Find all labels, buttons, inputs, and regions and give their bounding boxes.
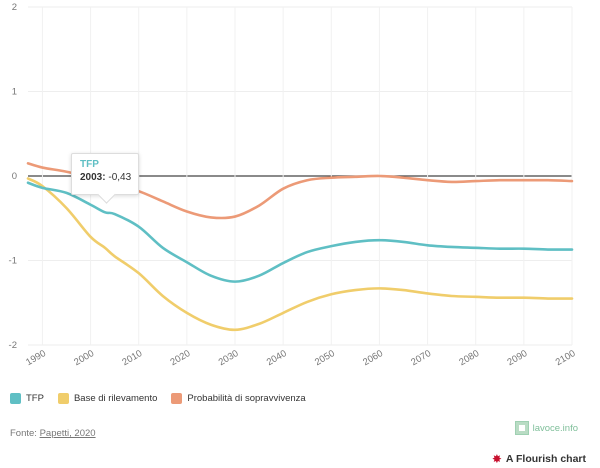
lavoce-logo-icon [514, 421, 529, 435]
legend-swatch-prob [171, 393, 183, 404]
x-tick-label-2: 2010 [120, 348, 144, 368]
tooltip-value: -0,43 [108, 172, 132, 183]
legend-swatch-base [57, 393, 69, 404]
source-note: Fonte: Papetti, 2020 [10, 428, 96, 439]
lavoce-logo-text: lavoce.info [532, 422, 578, 434]
y-tick-label-3: -1 [9, 256, 17, 267]
x-tick-label-9: 2080 [457, 348, 481, 368]
x-tick-label-11: 2100 [554, 348, 578, 368]
y-axis-ticks: 2 1 0 -1 -2 [9, 2, 17, 351]
flourish-credit[interactable]: ✸ A Flourish chart [492, 453, 586, 465]
x-tick-label-3: 2020 [169, 348, 193, 368]
source-link[interactable]: Papetti, 2020 [39, 428, 96, 439]
x-tick-label-4: 2030 [217, 348, 241, 368]
tooltip-value-line: 2003: -0,43 [80, 172, 132, 183]
legend-label-prob: Probabilità di sopravvivenza [187, 393, 306, 404]
x-tick-label-7: 2060 [361, 348, 385, 368]
tooltip-series: TFP [80, 159, 99, 170]
x-tick-label-1: 2000 [72, 348, 96, 368]
x-tick-label-8: 2070 [409, 348, 433, 368]
source-prefix: Fonte: [10, 428, 40, 439]
series-line-0[interactable] [26, 181, 574, 283]
series-line-1[interactable] [26, 177, 574, 332]
legend-item-tfp[interactable]: TFP [10, 393, 44, 404]
lavoce-logo[interactable]: lavoce.info [514, 421, 578, 435]
y-tick-label-1: 1 [12, 87, 17, 98]
x-tick-label-10: 2090 [506, 348, 530, 368]
tooltip-year: 2003: [80, 172, 106, 183]
y-tick-label-0: 2 [12, 2, 17, 13]
legend-item-prob[interactable]: Probabilità di sopravvivenza [171, 393, 306, 404]
legend-swatch-tfp [10, 393, 21, 404]
x-axis-ticks: 1990 2000 2010 2020 2030 2040 2050 2060 2070 2080… [24, 348, 577, 368]
legend-item-base[interactable]: Base di rilevamento [57, 393, 158, 404]
flourish-star-icon: ✸ [491, 452, 502, 466]
tooltip: TFP 2003: -0,43 [71, 153, 139, 204]
flourish-credit-text: A Flourish chart [505, 453, 586, 465]
x-tick-label-0: 1990 [24, 348, 48, 368]
x-tick-label-5: 2040 [265, 348, 289, 368]
x-tick-label-6: 2050 [313, 348, 337, 368]
y-tick-label-2: 0 [12, 171, 17, 182]
legend: TFP Base di rilevamento Probabilità di s… [10, 393, 306, 404]
legend-label-tfp: TFP [26, 393, 44, 404]
legend-label-base: Base di rilevamento [73, 393, 158, 404]
y-tick-label-4: -2 [9, 340, 17, 351]
